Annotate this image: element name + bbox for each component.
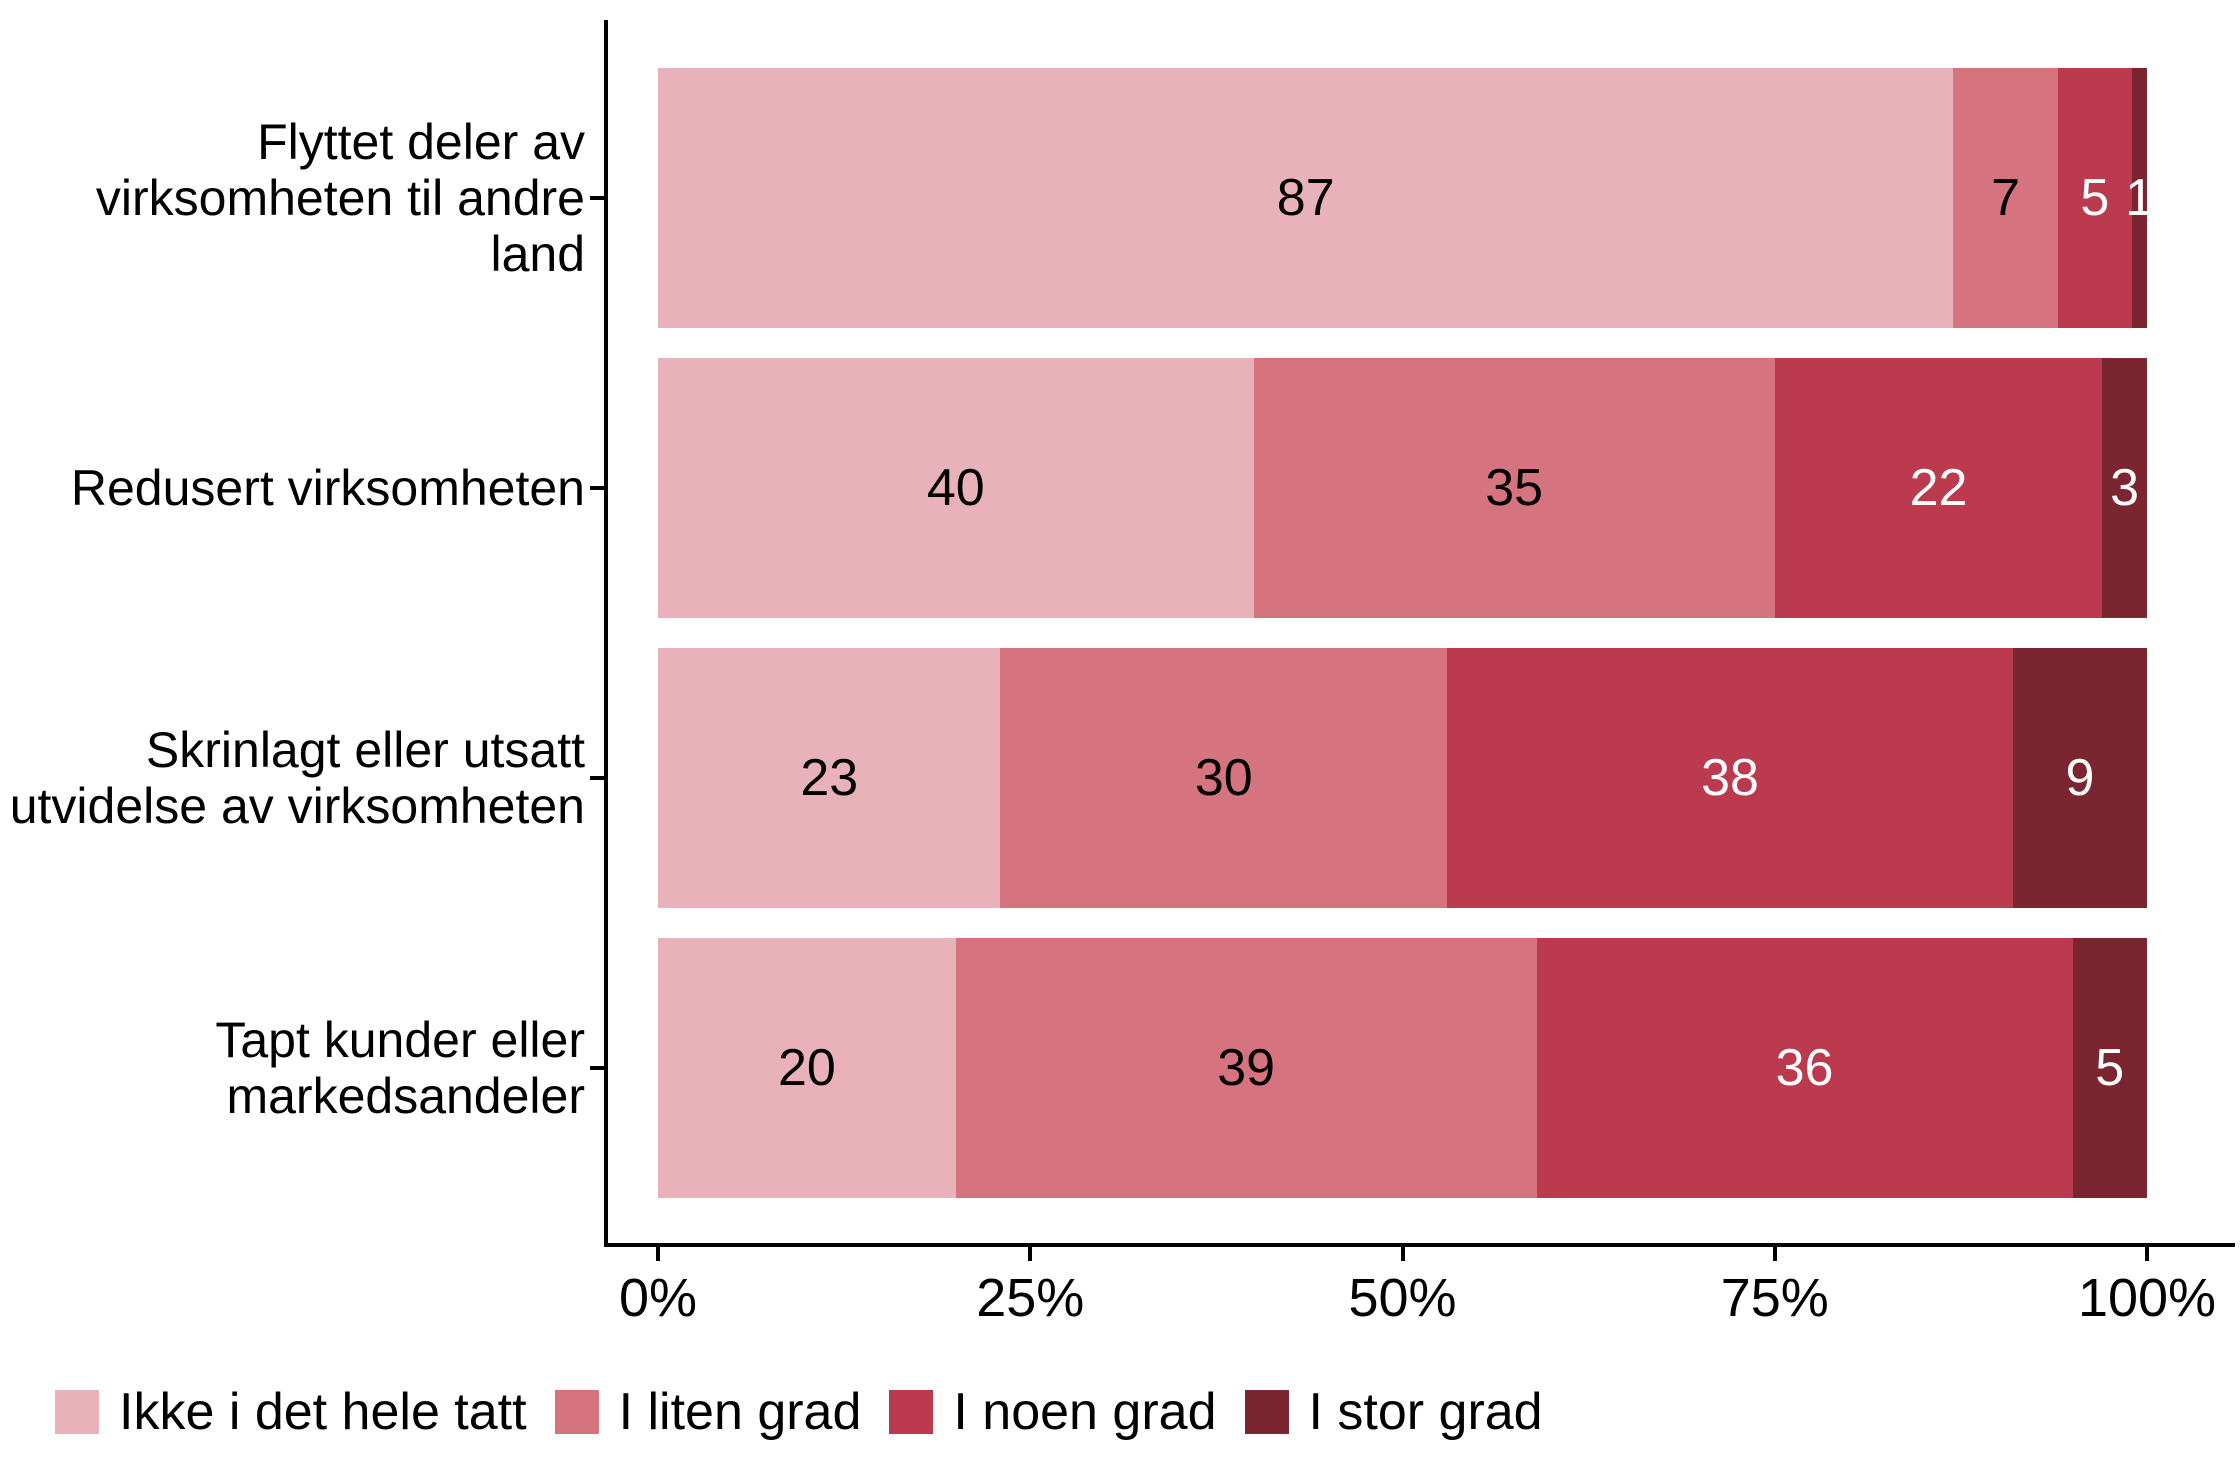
bar-value-label: 35	[1485, 459, 1544, 517]
bar-row: 40 35 22 3	[658, 358, 2147, 618]
bar-segment: 5	[2057, 68, 2133, 328]
y-axis-tick	[590, 486, 604, 490]
y-axis-tick	[590, 1066, 604, 1070]
legend-swatch	[55, 1390, 99, 1434]
category-label-line: Skrinlagt eller utsatt	[145, 722, 585, 778]
category-label-line: virksomheten til andre	[95, 170, 585, 226]
bar-value-label: 22	[1909, 459, 1968, 517]
bar-segment: 3	[2102, 358, 2147, 618]
bar-segment: 39	[955, 938, 1537, 1198]
legend-item: Ikke i det hele tatt	[55, 1382, 527, 1442]
category-label-line: utvidelse av virksomheten	[9, 778, 585, 834]
x-axis-line	[604, 1243, 2235, 1247]
legend-item: I stor grad	[1244, 1382, 1543, 1442]
category-label: Tapt kunder eller markedsandeler	[5, 1012, 585, 1124]
bar-segment: 35	[1253, 358, 1775, 618]
bar-segment: 30	[1000, 648, 1448, 908]
bar-value-label: 7	[1991, 169, 2020, 227]
x-axis-tick	[1028, 1247, 1033, 1261]
bar-value-label: 40	[926, 459, 985, 517]
category-label-line: Redusert virksomheten	[70, 460, 585, 516]
category-label-line: Tapt kunder eller	[215, 1012, 585, 1068]
bar-segment: 5	[2072, 938, 2147, 1198]
bar-value-label: 1	[2125, 169, 2154, 227]
category-label-line: markedsandeler	[226, 1068, 585, 1124]
bar-segment: 22	[1774, 358, 2103, 618]
legend-item: I noen grad	[889, 1382, 1217, 1442]
bar-value-label: 5	[2080, 169, 2110, 227]
bar-value-label: 87	[1276, 169, 1335, 227]
bar-row: 20 39 36 5	[658, 938, 2147, 1198]
legend-item: I liten grad	[554, 1382, 862, 1442]
bar-value-label: 3	[2110, 459, 2140, 517]
x-axis-tick-label: 50%	[1348, 1268, 1457, 1328]
legend-swatch	[554, 1390, 599, 1434]
bar-value-label: 38	[1701, 749, 1759, 807]
bar-value-label: 39	[1217, 1039, 1276, 1097]
bar-value-label: 36	[1775, 1039, 1834, 1097]
bar-segment: 1	[2125, 68, 2154, 328]
y-axis-tick	[590, 196, 604, 200]
category-label: Redusert virksomheten	[5, 460, 585, 516]
bar-segment: 23	[658, 648, 1001, 908]
y-axis-tick	[590, 776, 604, 780]
bar-segment: 7	[1953, 68, 2058, 328]
bar-segment: 38	[1447, 648, 2013, 908]
x-axis-tick	[1772, 1247, 1777, 1261]
bar-segment: 87	[658, 68, 1954, 328]
category-label-line: land	[490, 226, 585, 282]
x-axis-tick	[2145, 1247, 2149, 1261]
legend-swatch	[1244, 1390, 1289, 1434]
x-axis-tick-label: 75%	[1720, 1268, 1829, 1328]
legend-swatch	[889, 1390, 934, 1434]
bar-value-label: 5	[2095, 1039, 2125, 1097]
category-label-line: Flyttet deler av	[257, 114, 585, 170]
x-axis-tick-label: 25%	[976, 1268, 1085, 1328]
x-axis-tick-label: 100%	[2077, 1268, 2217, 1328]
bar-segment: 40	[658, 358, 1254, 618]
bar-segment: 9	[2012, 648, 2147, 908]
bar-row: 87 7 5 1	[658, 68, 2154, 328]
bar-value-label: 30	[1194, 749, 1253, 807]
bar-value-label: 20	[777, 1039, 836, 1097]
x-axis-tick	[656, 1247, 660, 1261]
category-label: Skrinlagt eller utsatt utvidelse av virks…	[5, 722, 585, 834]
legend-label: I stor grad	[1308, 1383, 1543, 1441]
x-axis-tick-label: 0%	[618, 1268, 698, 1328]
bar-value-label: 23	[800, 749, 859, 807]
y-axis-line	[604, 20, 608, 1247]
legend-label: I liten grad	[618, 1383, 862, 1441]
bar-segment: 36	[1536, 938, 2073, 1198]
legend-label: Ikke i det hele tatt	[119, 1383, 527, 1441]
category-label: Flyttet deler av virksomheten til andre la…	[5, 114, 585, 282]
bar-value-label: 9	[2065, 749, 2095, 807]
legend: Ikke i det hele tatt I liten grad I noen g…	[55, 1382, 1543, 1442]
bar-segment: 20	[658, 938, 956, 1198]
legend-label: I noen grad	[953, 1383, 1217, 1441]
bar-row: 23 30 38 9	[658, 648, 2147, 908]
x-axis-tick	[1400, 1247, 1405, 1261]
